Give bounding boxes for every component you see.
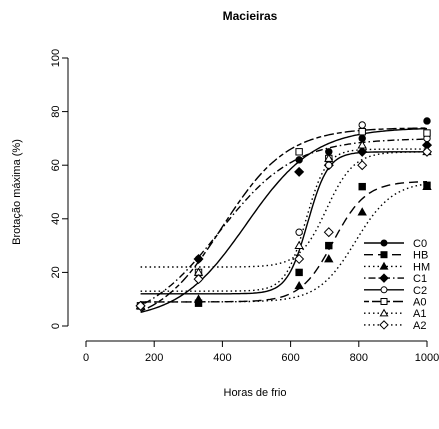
legend-label-a2: A2 bbox=[413, 320, 426, 332]
x-tick-label: 600 bbox=[281, 352, 299, 364]
point-a1 bbox=[294, 240, 304, 249]
point-c0 bbox=[423, 117, 431, 125]
plot-area bbox=[68, 40, 432, 341]
point-hm bbox=[294, 280, 304, 290]
fit-curve-c1 bbox=[140, 138, 428, 307]
point-a1 bbox=[357, 140, 367, 149]
point-c1 bbox=[357, 146, 368, 157]
point-a2 bbox=[135, 300, 146, 311]
fit-curve-c0 bbox=[140, 127, 428, 313]
point-a1 bbox=[324, 153, 334, 162]
fit-curve-a1 bbox=[140, 148, 427, 292]
y-tick-label: 100 bbox=[50, 49, 62, 67]
legend-marker-hm bbox=[379, 261, 389, 270]
point-a0 bbox=[358, 128, 366, 136]
legend-marker-c2 bbox=[380, 286, 388, 294]
fit-curve-c2 bbox=[140, 151, 427, 295]
point-a2 bbox=[323, 227, 334, 238]
legend-marker-a2 bbox=[379, 320, 389, 330]
point-a2 bbox=[193, 274, 204, 285]
point-c2 bbox=[325, 161, 333, 169]
x-tick-label: 1000 bbox=[415, 352, 439, 364]
point-hb bbox=[358, 182, 366, 191]
point-hb bbox=[325, 241, 333, 250]
point-a2 bbox=[294, 253, 305, 265]
chart-title: Macieiras bbox=[223, 9, 278, 23]
legend-label-hb: HB bbox=[413, 250, 428, 262]
point-c1 bbox=[193, 253, 204, 265]
point-c1 bbox=[294, 166, 305, 177]
fit-curve-hb bbox=[140, 181, 427, 303]
point-c2 bbox=[295, 228, 303, 236]
x-axis-label: Horas de frio bbox=[224, 387, 287, 399]
y-tick-label: 80 bbox=[50, 105, 62, 117]
x-tick-label: 200 bbox=[145, 352, 163, 364]
x-tick-label: 0 bbox=[83, 352, 89, 364]
point-a0 bbox=[423, 129, 431, 137]
legend-marker-a0 bbox=[380, 298, 388, 305]
point-hm bbox=[422, 181, 432, 191]
legend-marker-a1 bbox=[379, 308, 389, 317]
legend-marker-c1 bbox=[379, 273, 389, 283]
y-axis-label: Brotação máxima (%) bbox=[11, 139, 23, 245]
legend-label-c1: C1 bbox=[413, 273, 427, 285]
point-c2 bbox=[358, 121, 366, 129]
legend-label-hm: HM bbox=[413, 261, 430, 273]
legend-label-a0: A0 bbox=[413, 297, 426, 309]
point-a2 bbox=[357, 160, 368, 171]
fit-curve-a0 bbox=[140, 127, 428, 312]
point-a2 bbox=[421, 146, 433, 157]
legend-marker-c0 bbox=[380, 239, 388, 247]
y-tick-label: 40 bbox=[50, 213, 62, 225]
point-c0 bbox=[295, 156, 303, 164]
legend-label-c0: C0 bbox=[413, 238, 427, 250]
point-a0 bbox=[295, 148, 303, 156]
point-hm bbox=[324, 254, 334, 263]
x-tick-label: 400 bbox=[213, 352, 231, 364]
point-hm bbox=[193, 294, 204, 303]
y-tick-label: 20 bbox=[50, 266, 62, 278]
legend-label-c2: C2 bbox=[413, 285, 427, 297]
y-tick-label: 60 bbox=[50, 159, 62, 171]
x-tick-label: 800 bbox=[350, 352, 368, 364]
legend-marker-hb bbox=[380, 251, 388, 259]
fit-curve-a2 bbox=[140, 151, 427, 268]
point-hb bbox=[295, 268, 303, 277]
point-hm bbox=[357, 207, 367, 216]
y-tick-label: 0 bbox=[50, 323, 62, 329]
legend-label-a1: A1 bbox=[413, 308, 426, 320]
